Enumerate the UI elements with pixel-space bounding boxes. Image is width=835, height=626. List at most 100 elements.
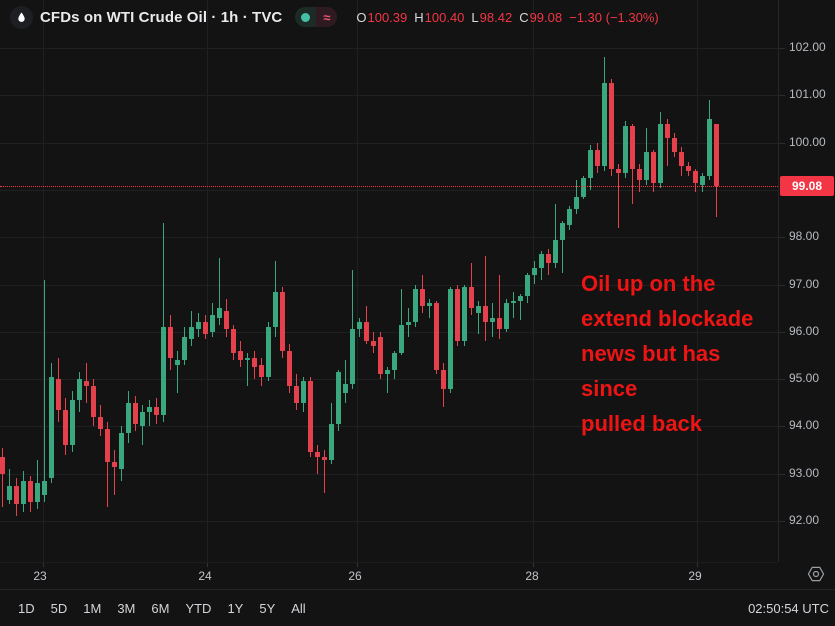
price-tick-label: 95.00 — [789, 371, 820, 386]
candle-wick-up — [478, 301, 479, 335]
candle-body-up — [707, 118, 712, 176]
range-button-5y[interactable]: 5Y — [259, 601, 276, 616]
chart-legend: CFDs on WTI Crude Oil · 1h · TVC ≈ O 100.… — [0, 0, 659, 34]
market-status-pill[interactable]: ≈ — [295, 7, 338, 27]
time-axis[interactable]: 23 24 26 28 29 — [0, 562, 778, 590]
candle-wick-up — [513, 291, 514, 318]
candle-body-up — [392, 353, 397, 370]
candle-body-down — [112, 461, 117, 467]
range-button-1y[interactable]: 1Y — [227, 601, 244, 616]
candle-wick-up — [163, 223, 164, 422]
candle-body-down — [434, 303, 439, 370]
candle-body-down — [420, 289, 425, 306]
vertical-gridline — [357, 0, 358, 562]
time-tick-label: 28 — [525, 569, 539, 583]
candle-body-down — [105, 428, 110, 462]
candle-body-up — [406, 322, 411, 325]
range-button-all[interactable]: All — [291, 601, 306, 616]
candle-wick-down — [618, 163, 619, 228]
chart-annotation-text: Oil up on the extend blockade news but h… — [581, 271, 754, 436]
candle-body-up — [273, 291, 278, 328]
horizontal-gridline — [0, 331, 778, 333]
candle-body-down — [98, 416, 103, 429]
candle-body-up — [623, 126, 628, 174]
candle-body-up — [266, 327, 271, 377]
candle-body-down — [252, 357, 257, 368]
candle-body-down — [714, 124, 719, 187]
range-button-6m[interactable]: 6M — [151, 601, 170, 616]
candle-body-down — [665, 123, 670, 138]
horizontal-gridline — [0, 237, 778, 239]
candlestick-plot-area[interactable]: Oil up on the extend blockade news but h… — [0, 0, 778, 562]
candle-body-up — [140, 412, 145, 427]
candle-body-up — [119, 433, 124, 469]
candle-body-up — [658, 123, 663, 183]
candle-body-up — [567, 208, 572, 226]
candle-body-down — [168, 327, 173, 358]
candle-body-down — [14, 485, 19, 505]
candle-body-down — [259, 364, 264, 377]
time-tick-label: 23 — [33, 569, 47, 583]
candle-wick-up — [401, 289, 402, 356]
vertical-gridline — [533, 0, 534, 562]
price-tick-label: 97.00 — [789, 276, 820, 291]
utc-clock[interactable]: 02:50:54 UTC — [748, 601, 829, 616]
range-button-1m[interactable]: 1M — [83, 601, 102, 616]
candle-body-down — [224, 310, 229, 330]
candle-body-up — [336, 372, 341, 425]
candle-wick-down — [499, 275, 500, 339]
candle-body-down — [609, 83, 614, 169]
price-tick-label: 98.00 — [789, 229, 820, 244]
candle-body-up — [210, 315, 215, 332]
price-axis[interactable]: 99.08 102.00 101.00 100.00 98.00 97.00 96.00 9… — [778, 0, 835, 562]
candle-wick-down — [324, 450, 325, 493]
range-button-5d[interactable]: 5D — [50, 601, 68, 616]
hexagon-marker-icon[interactable] — [806, 564, 826, 584]
candle-body-down — [637, 168, 642, 181]
price-tick-label: 102.00 — [789, 40, 826, 54]
candle-body-down — [28, 480, 33, 503]
candle-body-down — [483, 305, 488, 323]
symbol-title[interactable]: CFDs on WTI Crude Oil · 1h · TVC — [40, 8, 283, 26]
candle-body-up — [399, 324, 404, 354]
candle-body-up — [427, 303, 432, 306]
candle-body-down — [455, 289, 460, 342]
candle-body-up — [70, 400, 75, 446]
candle-body-up — [581, 178, 586, 197]
candle-body-down — [238, 350, 243, 361]
candle-body-up — [700, 175, 705, 186]
price-axis-tick — [779, 521, 785, 522]
time-axis-tick — [43, 563, 44, 567]
range-toolbar: 1D 5D 1M 3M 6M YTD 1Y 5Y All 02:50:54 UT… — [0, 589, 835, 626]
candle-body-up — [161, 327, 166, 415]
candle-body-down — [441, 369, 446, 389]
candle-body-up — [602, 83, 607, 167]
price-axis-tick — [779, 48, 785, 49]
candle-body-down — [308, 381, 313, 453]
candle-body-up — [343, 383, 348, 394]
horizontal-gridline — [0, 48, 778, 49]
last-price-line — [0, 186, 778, 187]
candle-body-down — [616, 168, 621, 174]
candle-body-up — [147, 407, 152, 413]
vertical-gridline — [43, 0, 44, 562]
range-button-3m[interactable]: 3M — [117, 601, 136, 616]
range-button-1d[interactable]: 1D — [18, 601, 35, 616]
horizontal-gridline — [0, 426, 778, 428]
horizontal-gridline — [0, 189, 778, 191]
candle-body-up — [329, 424, 334, 460]
candle-body-up — [77, 379, 82, 401]
range-button-ytd[interactable]: YTD — [185, 601, 212, 616]
candle-body-down — [91, 386, 96, 417]
candle-body-down — [546, 253, 551, 264]
candle-body-up — [21, 480, 26, 505]
candle-body-down — [280, 291, 285, 351]
price-axis-tick — [779, 426, 785, 428]
candle-body-down — [651, 152, 656, 183]
vertical-gridline — [697, 0, 698, 562]
price-tick-label: 101.00 — [789, 87, 826, 102]
close-value: 99.08 — [529, 9, 563, 25]
candle-wick-up — [219, 258, 220, 325]
candle-body-up — [490, 317, 495, 323]
